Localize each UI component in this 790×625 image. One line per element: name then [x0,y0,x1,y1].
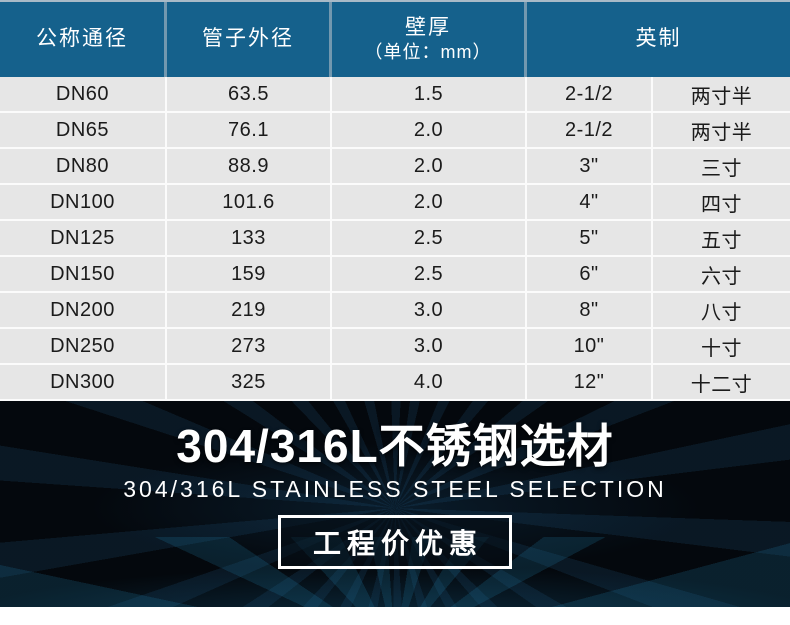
table-row: DN100 101.6 2.0 4" 四寸 [0,185,790,221]
cell-outer-diameter: 133 [167,221,332,255]
table-row: DN200 219 3.0 8" 八寸 [0,293,790,329]
cell-wall-thickness: 3.0 [332,293,527,327]
table-row: DN65 76.1 2.0 2-1/2 两寸半 [0,113,790,149]
header-outer-diameter-label: 管子外径 [202,27,294,51]
cell-imperial-chinese: 八寸 [653,293,790,327]
cell-nominal-diameter: DN100 [0,185,167,219]
cell-imperial-size: 6" [527,257,653,291]
cell-wall-thickness: 2.0 [332,149,527,183]
header-wall-thickness-label: 壁厚 [405,16,451,40]
banner-subtitle: 304/316L STAINLESS STEEL SELECTION [123,475,667,502]
cell-wall-thickness: 2.5 [332,221,527,255]
cell-imperial-size: 4" [527,185,653,219]
cell-outer-diameter: 63.5 [167,77,332,111]
table-row: DN250 273 3.0 10" 十寸 [0,329,790,365]
cell-outer-diameter: 76.1 [167,113,332,147]
cell-imperial-chinese: 十寸 [653,329,790,363]
cell-outer-diameter: 101.6 [167,185,332,219]
cell-imperial-size: 2-1/2 [527,113,653,147]
cell-wall-thickness: 3.0 [332,329,527,363]
cell-outer-diameter: 219 [167,293,332,327]
cell-nominal-diameter: DN300 [0,365,167,399]
table-row: DN60 63.5 1.5 2-1/2 两寸半 [0,77,790,113]
cell-outer-diameter: 325 [167,365,332,399]
cell-imperial-chinese: 两寸半 [653,113,790,147]
cell-nominal-diameter: DN80 [0,149,167,183]
cell-nominal-diameter: DN200 [0,293,167,327]
header-wall-thickness: 壁厚 （单位：mm） [332,2,527,77]
pipe-spec-table: 公称通径 管子外径 壁厚 （单位：mm） 英制 DN60 63.5 1.5 2-1/2… [0,0,790,401]
cell-nominal-diameter: DN250 [0,329,167,363]
cell-imperial-chinese: 五寸 [653,221,790,255]
cell-imperial-chinese: 三寸 [653,149,790,183]
header-nominal-diameter: 公称通径 [0,2,167,77]
cell-nominal-diameter: DN65 [0,113,167,147]
cell-imperial-size: 3" [527,149,653,183]
banner-title: 304/316L不锈钢选材 [176,420,614,472]
cell-wall-thickness: 2.0 [332,113,527,147]
header-wall-thickness-unit: （单位：mm） [364,42,492,63]
cell-outer-diameter: 88.9 [167,149,332,183]
cell-imperial-chinese: 四寸 [653,185,790,219]
header-outer-diameter: 管子外径 [167,2,332,77]
table-body: DN60 63.5 1.5 2-1/2 两寸半 DN65 76.1 2.0 2-1/2 两寸半 DN… [0,77,790,401]
cell-nominal-diameter: DN150 [0,257,167,291]
table-header-row: 公称通径 管子外径 壁厚 （单位：mm） 英制 [0,0,790,77]
cell-outer-diameter: 159 [167,257,332,291]
project-price-badge[interactable]: 工程价优惠 [277,514,512,569]
header-imperial: 英制 [527,2,790,77]
cell-imperial-chinese: 十二寸 [653,365,790,399]
header-nominal-diameter-label: 公称通径 [36,27,128,51]
promo-banner: 304/316L不锈钢选材 304/316L STAINLESS STEEL S… [0,401,790,607]
cell-nominal-diameter: DN60 [0,77,167,111]
cell-wall-thickness: 2.5 [332,257,527,291]
header-imperial-label: 英制 [635,27,682,51]
table-row: DN80 88.9 2.0 3" 三寸 [0,149,790,185]
cell-wall-thickness: 2.0 [332,185,527,219]
table-row: DN150 159 2.5 6" 六寸 [0,257,790,293]
table-row: DN125 133 2.5 5" 五寸 [0,221,790,257]
table-row: DN300 325 4.0 12" 十二寸 [0,365,790,401]
cell-imperial-size: 10" [527,329,653,363]
cell-imperial-size: 5" [527,221,653,255]
cell-imperial-chinese: 六寸 [653,257,790,291]
cell-imperial-size: 2-1/2 [527,77,653,111]
cell-imperial-size: 8" [527,293,653,327]
cell-outer-diameter: 273 [167,329,332,363]
cell-imperial-size: 12" [527,365,653,399]
cell-wall-thickness: 1.5 [332,77,527,111]
cell-wall-thickness: 4.0 [332,365,527,399]
cell-nominal-diameter: DN125 [0,221,167,255]
cell-imperial-chinese: 两寸半 [653,77,790,111]
